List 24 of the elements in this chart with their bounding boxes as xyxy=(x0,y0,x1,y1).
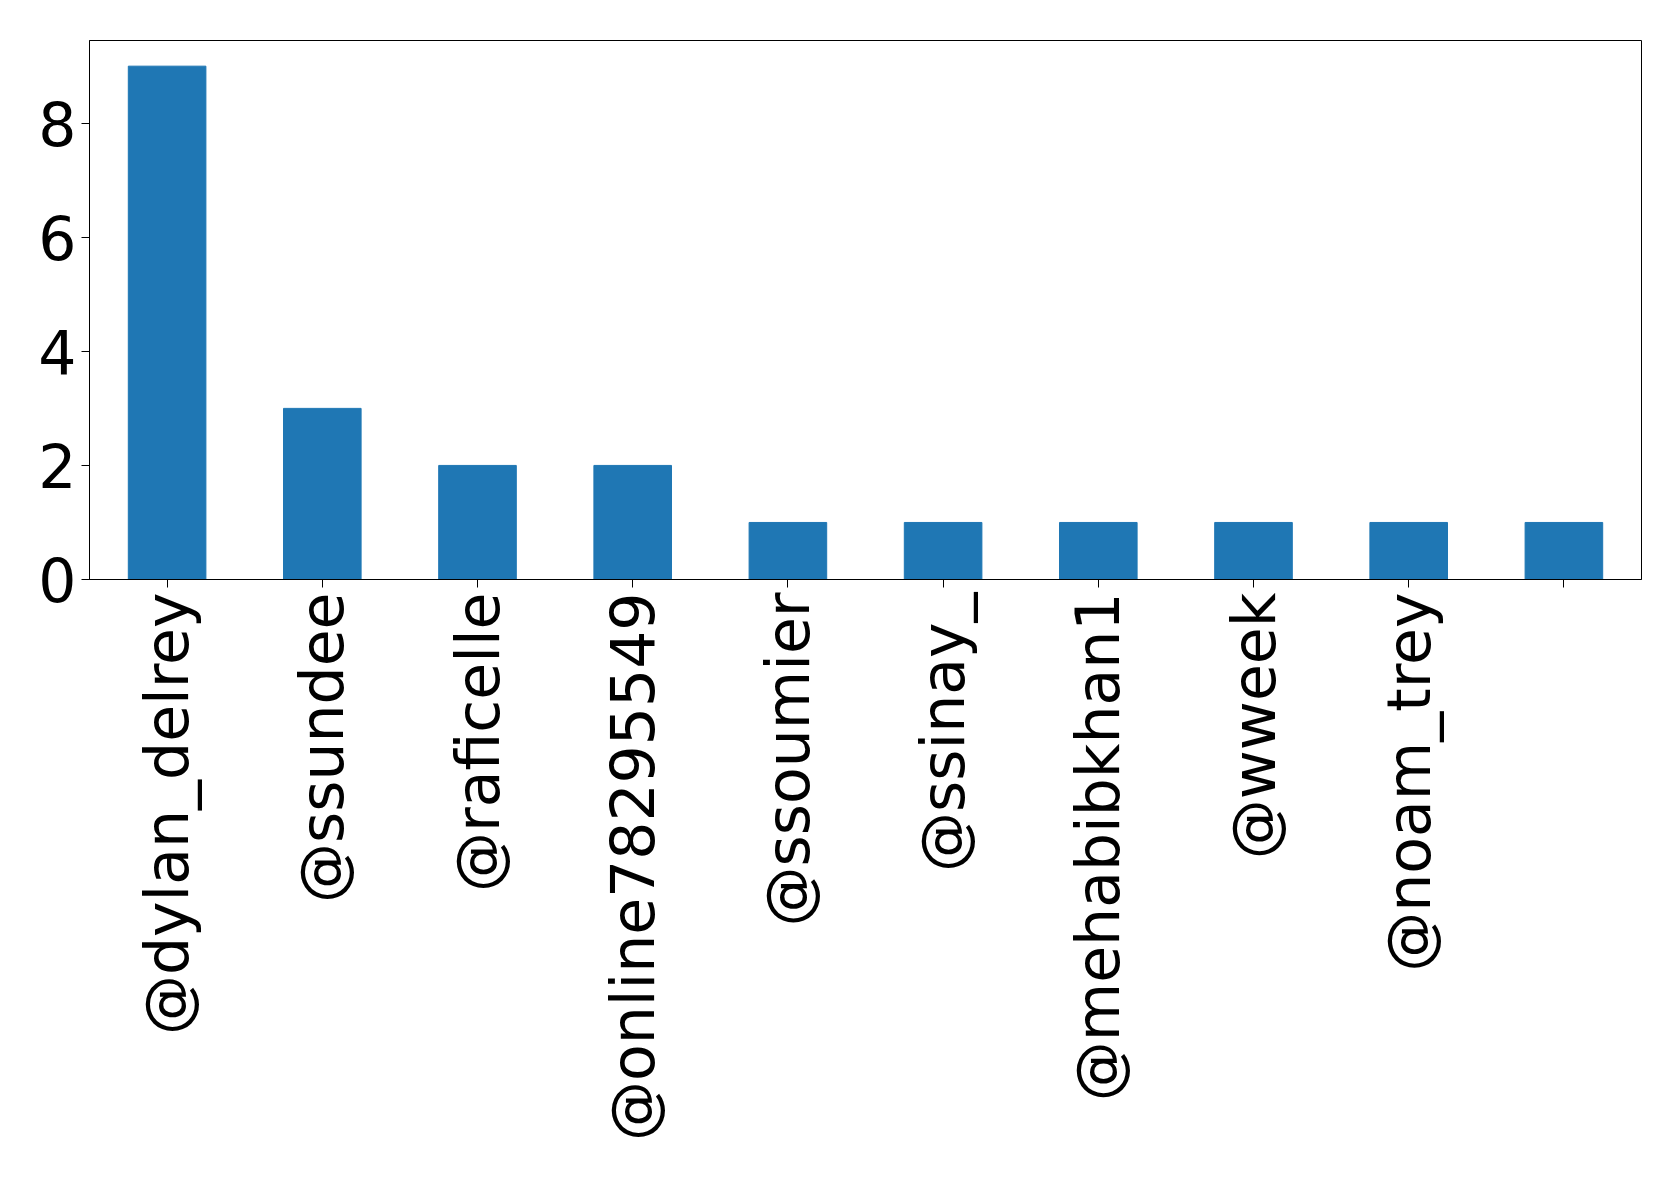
y-tick-label: 6 xyxy=(38,203,77,274)
bar xyxy=(903,521,983,580)
y-tick-label: 2 xyxy=(38,431,77,502)
x-tick-label: @ssundee xyxy=(287,592,358,903)
bar xyxy=(748,521,828,580)
x-tick-label: @ssoumier xyxy=(752,592,823,927)
x-tick-label: @online78295549 xyxy=(597,592,668,1141)
x-tick-label: @raficelle xyxy=(442,592,513,892)
x-tick-label: @noam_trey xyxy=(1373,592,1444,972)
y-tick-label: 0 xyxy=(38,546,77,616)
bar xyxy=(1214,521,1293,580)
bar xyxy=(593,464,672,580)
x-tick-label: @dylan_delrey xyxy=(132,592,203,1035)
y-tick-label: 8 xyxy=(38,89,77,160)
bar xyxy=(127,65,207,580)
bar xyxy=(1059,521,1138,580)
bar xyxy=(1524,521,1604,580)
bar xyxy=(438,464,517,580)
x-tick-label: @wweek xyxy=(1218,592,1289,860)
x-tick-label: @mehabibkhan1 xyxy=(1063,592,1134,1102)
x-tick-label: @ssinay_ xyxy=(908,591,979,872)
y-tick-label: 4 xyxy=(38,317,77,388)
bar xyxy=(283,407,362,580)
bar xyxy=(1369,521,1448,580)
